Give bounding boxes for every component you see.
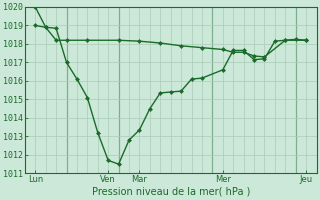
X-axis label: Pression niveau de la mer( hPa ): Pression niveau de la mer( hPa ) bbox=[92, 187, 250, 197]
